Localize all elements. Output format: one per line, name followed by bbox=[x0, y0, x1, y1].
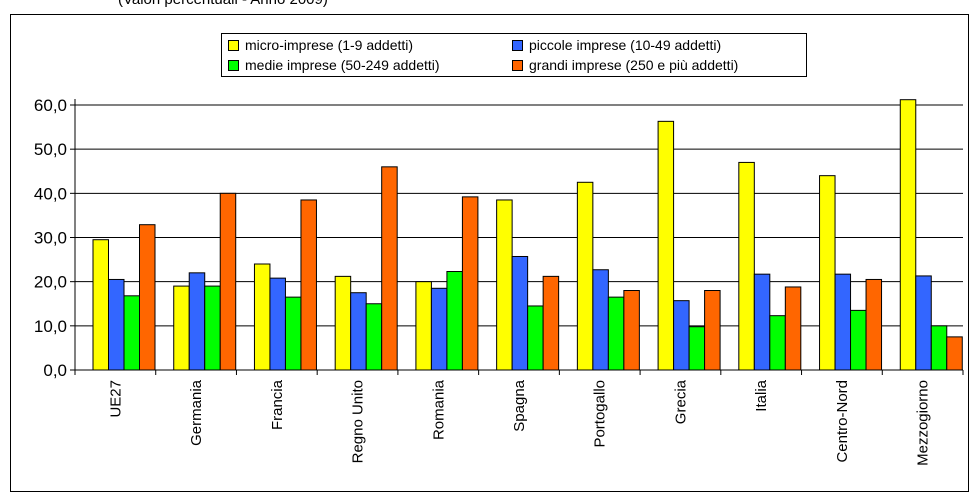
bar-mezzogiorno-s1 bbox=[915, 275, 932, 371]
bar-grecia-s1 bbox=[673, 300, 690, 371]
bar-germania-s0 bbox=[173, 285, 190, 371]
bar-spagna-s0 bbox=[496, 199, 513, 371]
x-tick-label: Germania bbox=[188, 379, 205, 446]
y-tick-label: 10,0 bbox=[34, 317, 67, 336]
chart-frame: 0,0 10,0 20,0 30,0 40,0 50,0 60,0 UE27 Germania F… bbox=[10, 14, 969, 492]
legend-swatch-medie bbox=[228, 59, 239, 71]
bar-francia-s0 bbox=[253, 263, 271, 371]
bar-germania-s3 bbox=[219, 192, 237, 371]
bar-italia-s1 bbox=[753, 273, 771, 371]
bar-ue27-s0 bbox=[92, 239, 109, 371]
bar-spagna-s3 bbox=[542, 275, 560, 371]
y-tick-label: 0,0 bbox=[43, 361, 67, 380]
bar-italia-s0 bbox=[738, 161, 755, 371]
bar-regno-unito-s3 bbox=[381, 166, 398, 371]
legend-item-grandi: grandi imprese (250 e più addetti) bbox=[512, 57, 738, 73]
bar-francia-s3 bbox=[300, 199, 317, 371]
legend-label-medie: medie imprese (50-249 addetti) bbox=[245, 57, 440, 73]
x-tick-label: Romania bbox=[430, 379, 447, 440]
bar-centro-nord-s2 bbox=[850, 309, 867, 371]
bar-romania-s2 bbox=[446, 271, 463, 371]
legend-label-piccole: piccole imprese (10-49 addetti) bbox=[529, 37, 722, 53]
bar-centro-nord-s3 bbox=[865, 278, 883, 371]
x-tick-label: Portogallo bbox=[592, 380, 609, 448]
bar-italia-s3 bbox=[784, 286, 802, 371]
bar-germania-s1 bbox=[188, 272, 206, 371]
bar-grecia-s2 bbox=[688, 326, 706, 371]
bar-romania-s3 bbox=[461, 196, 479, 371]
bar-grecia-s0 bbox=[657, 120, 675, 371]
bar-chart: 0,0 10,0 20,0 30,0 40,0 50,0 60,0 UE27 Germania F… bbox=[34, 96, 964, 466]
bar-francia-s2 bbox=[284, 296, 302, 371]
bar-regno-unito-s2 bbox=[365, 303, 383, 371]
bar-centro-nord-s0 bbox=[819, 175, 836, 371]
bar-romania-s0 bbox=[415, 281, 432, 371]
bar-romania-s1 bbox=[430, 287, 448, 371]
legend-label-micro: micro-imprese (1-9 addetti) bbox=[245, 37, 414, 53]
bar-grecia-s3 bbox=[704, 290, 721, 371]
bar-mezzogiorno-s2 bbox=[930, 325, 948, 371]
y-tick-label: 60,0 bbox=[34, 96, 67, 115]
legend-swatch-grandi bbox=[512, 59, 523, 71]
x-tick-label: Centro-Nord bbox=[834, 380, 851, 463]
bar-spagna-s2 bbox=[527, 305, 544, 371]
bar-spagna-s1 bbox=[511, 255, 529, 371]
bar-portogallo-s2 bbox=[607, 296, 625, 371]
legend-label-grandi: grandi imprese (250 e più addetti) bbox=[529, 57, 739, 73]
legend: micro-imprese (1-9 addetti) piccole impr… bbox=[221, 33, 807, 77]
legend-swatch-micro bbox=[228, 39, 239, 51]
x-tick-label: UE27 bbox=[107, 380, 124, 418]
x-tick-label: Italia bbox=[753, 379, 770, 411]
bar-italia-s2 bbox=[769, 315, 786, 371]
y-tick-label: 20,0 bbox=[34, 273, 67, 292]
y-tick-label: 50,0 bbox=[34, 140, 67, 159]
bar-ue27-s2 bbox=[123, 295, 140, 371]
bar-centro-nord-s1 bbox=[834, 273, 852, 371]
legend-item-micro: micro-imprese (1-9 addetti) bbox=[228, 37, 413, 53]
x-tick-label: Mezzogiorno bbox=[915, 380, 932, 466]
x-tick-label: Regno Unito bbox=[350, 380, 367, 463]
x-tick-label: Spagna bbox=[511, 379, 528, 431]
bar-germania-s2 bbox=[204, 285, 221, 371]
bar-portogallo-s0 bbox=[576, 181, 594, 371]
x-tick-label: Francia bbox=[269, 379, 286, 430]
bar-ue27-s3 bbox=[139, 224, 156, 371]
bar-ue27-s1 bbox=[108, 278, 125, 371]
bar-mezzogiorno-s0 bbox=[899, 99, 917, 371]
legend-item-piccole: piccole imprese (10-49 addetti) bbox=[512, 37, 721, 53]
bar-regno-unito-s1 bbox=[350, 292, 367, 371]
bar-portogallo-s3 bbox=[623, 290, 640, 371]
y-tick-label: 30,0 bbox=[34, 229, 67, 248]
legend-item-medie: medie imprese (50-249 addetti) bbox=[228, 57, 440, 73]
y-tick-label: 40,0 bbox=[34, 184, 67, 203]
bar-francia-s1 bbox=[269, 277, 286, 371]
bar-regno-unito-s0 bbox=[334, 275, 352, 371]
x-tick-label: Grecia bbox=[672, 379, 689, 424]
bar-portogallo-s1 bbox=[592, 269, 609, 371]
bar-mezzogiorno-s3 bbox=[946, 336, 963, 371]
chart-subtitle: (Valori percentuali - Anno 2009) bbox=[118, 0, 328, 8]
legend-swatch-piccole bbox=[512, 39, 523, 51]
